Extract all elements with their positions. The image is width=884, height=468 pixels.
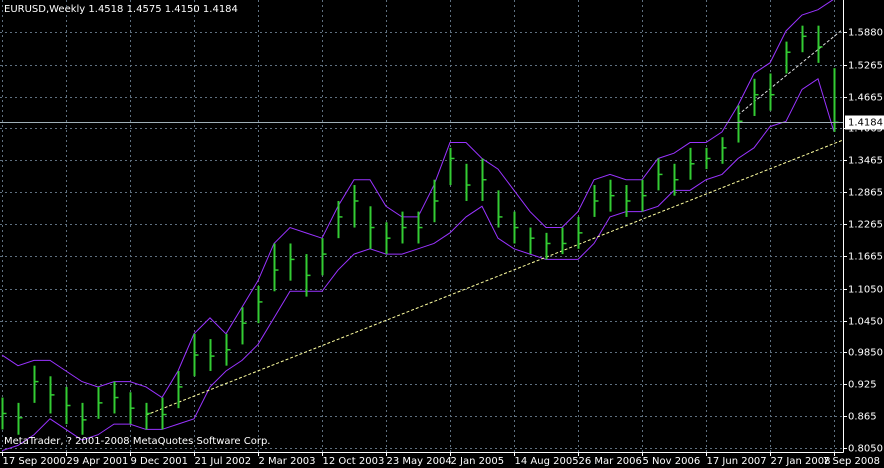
axes: 0.8050 0.865 0.925 0.9850 1.0450 1.1050 1.1665… [2,28,884,467]
y-tick-label: 1.4665 [848,93,883,104]
y-tick-label: 1.5880 [848,28,883,39]
bollinger-lower [1,77,835,452]
y-tick-label: 0.9850 [848,348,883,359]
x-tick-label: 17 Jun 2007 [707,456,767,467]
x-tick-label: 27 Jan 2008 [771,456,831,467]
x-tick-label: 7 Sep 2008 [823,456,880,467]
x-tick-label: 2 Jan 2005 [451,456,505,467]
y-tick-label: 0.8050 [848,444,883,455]
x-tick-label: 23 May 2004 [387,456,452,467]
y-tick-label: 1.1050 [848,285,883,296]
last-price-box [845,115,884,130]
y-tick-label: 1.5265 [848,61,883,72]
x-tick-label: 9 Dec 2001 [131,456,189,467]
y-tick-label: 1.0450 [848,317,883,328]
x-tick-label: 14 Aug 2005 [515,456,579,467]
x-tick-label: 26 Mar 2006 [579,456,642,467]
y-tick-label: 1.2865 [848,188,883,199]
y-tick-label: 0.865 [848,412,877,423]
x-tick-label: 2 Mar 2003 [259,456,316,467]
chart-title: EURUSD,Weekly 1.4518 1.4575 1.4150 1.418… [4,4,238,15]
x-tick-label: 29 Apr 2001 [67,456,129,467]
y-tick-label: 1.3465 [848,156,883,167]
x-tick-label: 12 Oct 2003 [323,456,385,467]
grid [0,0,843,452]
x-tick-label: 21 Jul 2002 [195,456,252,467]
last-price-label: 1.4184 [848,118,883,129]
y-tick-label: 1.2265 [848,220,883,231]
x-tick-label: 17 Sep 2000 [3,456,66,467]
x-tick-label: 5 Nov 2006 [643,456,701,467]
y-tick-label: 1.1665 [848,252,883,263]
plot [0,0,843,452]
copyright: MetaTrader, ? 2001-2008 MetaQuotes Softw… [4,436,270,447]
y-tick-label: 0.925 [848,380,877,391]
